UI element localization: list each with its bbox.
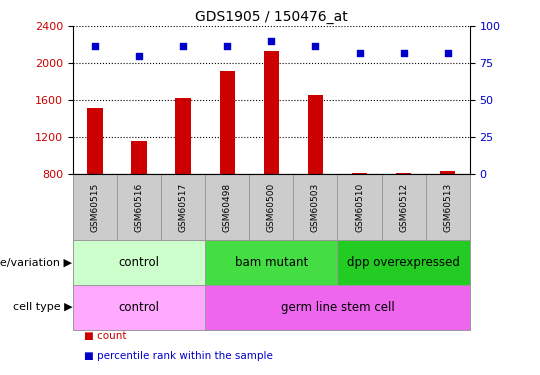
Text: germ line stem cell: germ line stem cell xyxy=(281,301,394,314)
Title: GDS1905 / 150476_at: GDS1905 / 150476_at xyxy=(195,10,348,24)
Bar xyxy=(220,70,235,174)
Text: GSM60512: GSM60512 xyxy=(399,183,408,232)
Bar xyxy=(131,141,147,174)
Bar xyxy=(176,99,191,174)
Bar xyxy=(73,240,205,285)
Bar xyxy=(338,174,382,240)
Bar xyxy=(87,108,103,174)
Point xyxy=(267,38,275,44)
Bar xyxy=(117,174,161,240)
Bar xyxy=(264,51,279,174)
Text: ■ count: ■ count xyxy=(84,332,126,341)
Text: GSM60500: GSM60500 xyxy=(267,183,276,232)
Point xyxy=(179,42,187,48)
Bar xyxy=(308,95,323,174)
Bar xyxy=(293,174,338,240)
Point xyxy=(355,50,364,56)
Text: GSM60510: GSM60510 xyxy=(355,183,364,232)
Point xyxy=(135,53,144,59)
Bar xyxy=(426,174,470,240)
Text: GSM60498: GSM60498 xyxy=(223,183,232,232)
Text: genotype/variation ▶: genotype/variation ▶ xyxy=(0,258,72,267)
Point xyxy=(311,42,320,48)
Bar xyxy=(205,240,338,285)
Text: bam mutant: bam mutant xyxy=(235,256,308,269)
Point xyxy=(399,50,408,56)
Text: cell type ▶: cell type ▶ xyxy=(13,303,72,312)
Bar xyxy=(73,285,205,330)
Bar xyxy=(249,174,293,240)
Bar xyxy=(440,171,455,174)
Text: GSM60503: GSM60503 xyxy=(311,183,320,232)
Text: control: control xyxy=(119,301,159,314)
Bar xyxy=(205,285,470,330)
Bar xyxy=(396,172,411,174)
Text: control: control xyxy=(119,256,159,269)
Text: GSM60515: GSM60515 xyxy=(91,183,99,232)
Point xyxy=(91,42,99,48)
Text: dpp overexpressed: dpp overexpressed xyxy=(347,256,460,269)
Text: ■ percentile rank within the sample: ■ percentile rank within the sample xyxy=(84,351,273,361)
Bar xyxy=(73,174,117,240)
Point xyxy=(443,50,452,56)
Text: GSM60513: GSM60513 xyxy=(443,183,452,232)
Text: GSM60516: GSM60516 xyxy=(134,183,144,232)
Bar xyxy=(205,174,249,240)
Bar xyxy=(382,174,426,240)
Text: GSM60517: GSM60517 xyxy=(179,183,188,232)
Point xyxy=(223,42,232,48)
Bar xyxy=(338,240,470,285)
Bar xyxy=(161,174,205,240)
